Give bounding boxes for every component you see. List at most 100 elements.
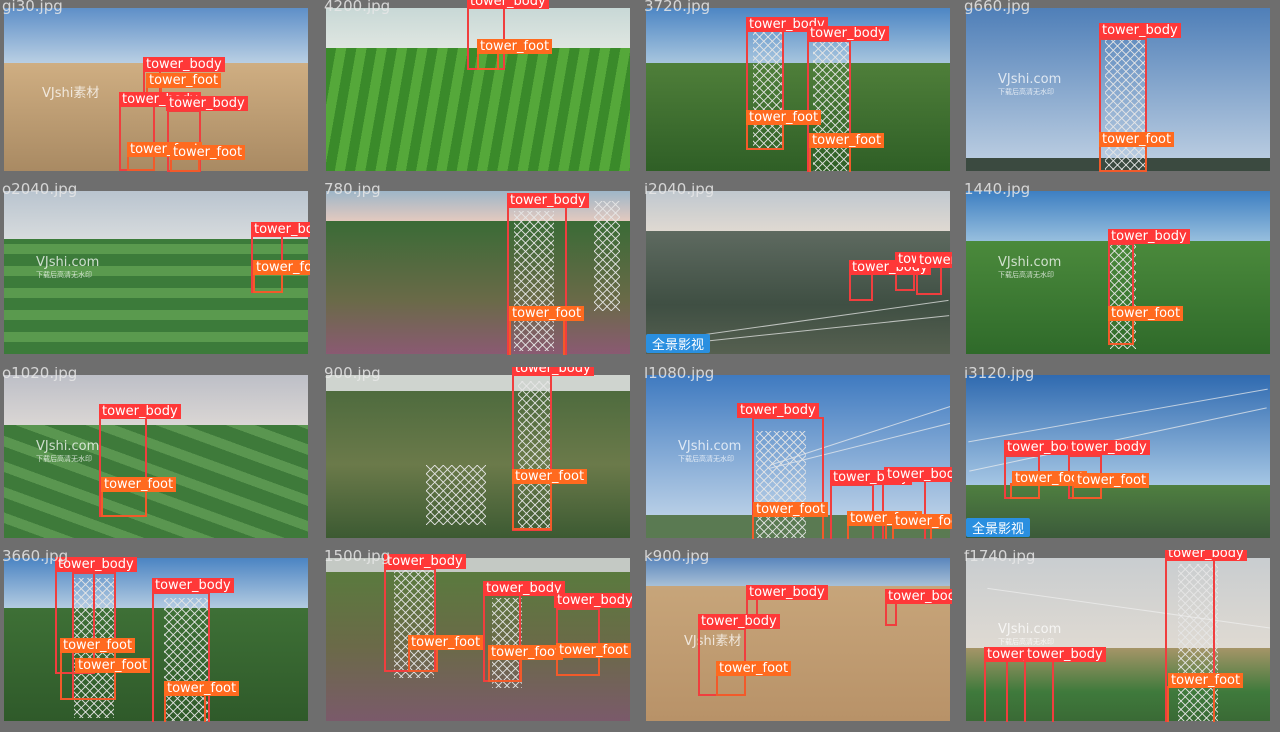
watermark-text: VJshi.com bbox=[998, 622, 1062, 637]
foot-box bbox=[847, 524, 887, 539]
watermark-subtext: 下载后高清无水印 bbox=[36, 455, 92, 463]
foot-box bbox=[408, 648, 438, 672]
body-label: tower_body bbox=[916, 253, 952, 268]
body-label: tower_body bbox=[1004, 440, 1086, 455]
body-box bbox=[807, 40, 851, 172]
body-label: tower_body bbox=[384, 554, 466, 569]
file-name: o2040.jpg bbox=[2, 183, 78, 198]
foot-label: tower_foot bbox=[1108, 306, 1184, 321]
foot-label: tower_foot bbox=[477, 39, 553, 54]
file-name: i3120.jpg bbox=[964, 367, 1035, 382]
watermark-subtext: 下载后高清无水印 bbox=[678, 455, 734, 463]
watermark-subtext: 下载后高清无水印 bbox=[36, 271, 92, 279]
tile-6: 780.jpg tower_body tower_foot bbox=[322, 183, 632, 355]
body-label: tower_body bbox=[737, 403, 819, 418]
foot-box bbox=[809, 146, 851, 172]
body-label: tower_body bbox=[99, 404, 181, 419]
file-name: 4200.jpg bbox=[324, 0, 391, 15]
tile-photo bbox=[646, 558, 950, 721]
foot-label: tower_foot bbox=[1012, 471, 1088, 486]
foot-box bbox=[509, 319, 565, 355]
foot-box bbox=[170, 158, 200, 172]
foot-box bbox=[1099, 145, 1147, 172]
tile-4: g660.jpg VJshi.com 下载后高清无水印 tower_body to… bbox=[962, 0, 1272, 172]
body-label: tower_body bbox=[467, 0, 549, 9]
tile-8: 1440.jpg VJshi.com 下载后高清无水印 tower_body to… bbox=[962, 183, 1272, 355]
body-label: tower_body bbox=[1068, 440, 1150, 455]
tile-10: 900.jpg tower_body tower_foot bbox=[322, 367, 632, 539]
file-name: gi30.jpg bbox=[2, 0, 63, 15]
file-name: 780.jpg bbox=[324, 183, 381, 198]
tile-photo bbox=[326, 8, 630, 171]
watermark-subtext: 下载后高清无水印 bbox=[998, 88, 1054, 96]
body-label: tower_body bbox=[1099, 23, 1181, 38]
foot-label: tower_foot bbox=[556, 643, 632, 658]
foot-box bbox=[746, 122, 784, 150]
foot-label: tower_foot bbox=[75, 658, 151, 673]
body-label: tower_body bbox=[143, 57, 225, 72]
file-name: 1440.jpg bbox=[964, 183, 1031, 198]
body-box bbox=[1024, 660, 1054, 722]
tile-photo bbox=[326, 191, 630, 354]
watermark-badge: 全景影视 bbox=[966, 518, 1031, 537]
body-label: tower_body bbox=[512, 367, 594, 376]
foot-box bbox=[477, 52, 499, 70]
tile-photo bbox=[646, 375, 950, 538]
watermark-text: VJshi素材 bbox=[42, 86, 100, 101]
watermark-subtext: 下载后高清无水印 bbox=[998, 271, 1054, 279]
file-name: 3720.jpg bbox=[644, 0, 711, 15]
foot-label: tower_foot bbox=[408, 635, 484, 650]
foot-label: tower_foot bbox=[716, 661, 792, 676]
tile-photo bbox=[646, 191, 950, 354]
tile-3: 3720.jpg tower_body tower_body tower_foo… bbox=[642, 0, 952, 172]
body-label: tower_body bbox=[1024, 647, 1106, 662]
foot-box bbox=[127, 155, 155, 171]
body-box bbox=[849, 273, 873, 301]
tile-photo bbox=[4, 191, 308, 354]
foot-box bbox=[101, 490, 147, 517]
body-label: tower_body bbox=[698, 614, 780, 629]
watermark-vjshi: VJshi.com 下载后高清无水印 bbox=[36, 255, 99, 280]
foot-box bbox=[488, 658, 522, 682]
body-box bbox=[152, 592, 210, 722]
watermark-text: VJshi.com bbox=[36, 255, 100, 270]
tile-15: k900.jpg VJshi素材 tower_body tower_body t… bbox=[642, 550, 952, 722]
body-box bbox=[752, 417, 824, 539]
file-name: 1500.jpg bbox=[324, 550, 391, 565]
file-name: i2040.jpg bbox=[644, 183, 715, 198]
file-name: g660.jpg bbox=[964, 0, 1031, 15]
foot-label: tower_foot bbox=[509, 306, 585, 321]
foot-box bbox=[253, 273, 283, 293]
foot-box bbox=[716, 674, 746, 696]
body-label: tower_body bbox=[1165, 550, 1247, 561]
tile-1: gi30.jpg VJshi素材 tower_body tower_foot t… bbox=[0, 0, 310, 172]
tile-photo bbox=[966, 375, 1270, 538]
foot-label: tower_foot bbox=[1074, 473, 1150, 488]
body-label: tower_body bbox=[807, 26, 889, 41]
watermark-vjshi: VJshi.com 下载后高清无水印 bbox=[36, 439, 99, 464]
watermark-vjshi: VJshi.com 下载后高清无水印 bbox=[678, 439, 741, 464]
foot-box bbox=[1108, 319, 1134, 345]
foot-label: tower_foot bbox=[253, 260, 310, 275]
tile-13: 3660.jpg tower_body tower_body tower_foo… bbox=[0, 550, 310, 722]
watermark-vjshi: VJshi.com 下载后高清无水印 bbox=[998, 72, 1061, 97]
foot-label: tower_foot bbox=[170, 145, 246, 160]
tile-16: f1740.jpg VJshi.com 下载后高清无水印 tower_body t… bbox=[962, 550, 1272, 722]
watermark-vjshi: VJshi.com 下载后高清无水印 bbox=[998, 622, 1061, 647]
tile-photo bbox=[326, 375, 630, 538]
body-box bbox=[885, 602, 897, 626]
foot-label: tower_foot bbox=[60, 638, 136, 653]
body-label: tower_body bbox=[166, 96, 248, 111]
body-label: tower_body bbox=[554, 593, 632, 608]
file-name: f1740.jpg bbox=[964, 550, 1036, 565]
body-label: tower_body bbox=[507, 193, 589, 208]
watermark-text: VJshi.com bbox=[998, 72, 1062, 87]
tile-photo bbox=[646, 8, 950, 171]
tile-7: i2040.jpg 全景影视 tower_body tower_body tow… bbox=[642, 183, 952, 355]
tile-12: i3120.jpg 全景影视 tower_body tower_body tow… bbox=[962, 367, 1272, 539]
file-name: 900.jpg bbox=[324, 367, 381, 382]
tile-11: l1080.jpg VJshi.com 下载后高清无水印 tower_body t… bbox=[642, 367, 952, 539]
file-name: o1020.jpg bbox=[2, 367, 78, 382]
body-label: tower_body bbox=[152, 578, 234, 593]
